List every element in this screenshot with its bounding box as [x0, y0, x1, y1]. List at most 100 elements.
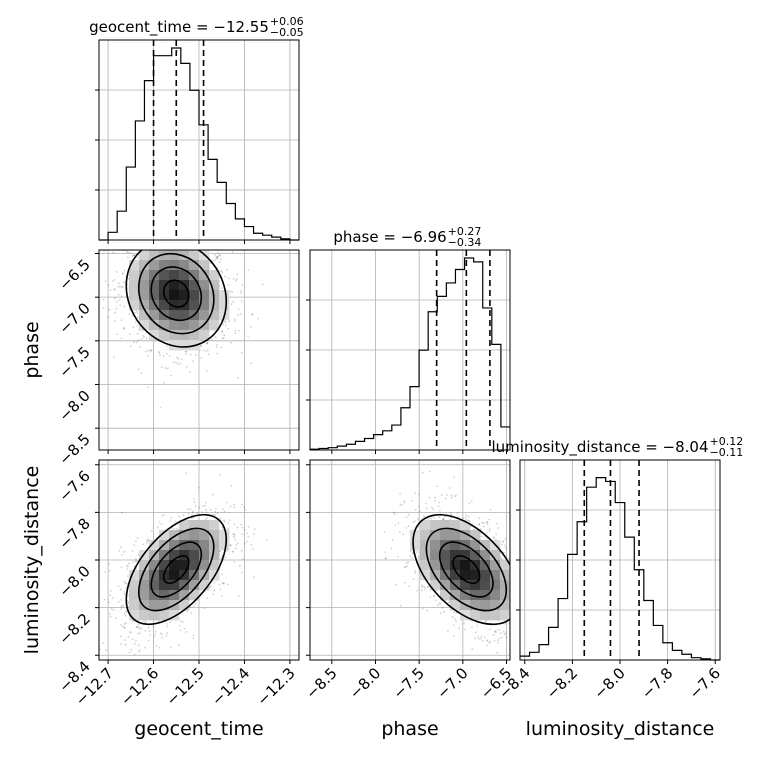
sample-point [120, 598, 123, 601]
density-cell [480, 600, 491, 611]
sample-point [149, 242, 151, 244]
density-cell [129, 270, 140, 281]
sample-point [156, 526, 159, 529]
histogram-luminosity_distance [520, 477, 720, 661]
sample-point [488, 527, 491, 530]
density-cell [199, 260, 210, 271]
density-cell [179, 590, 190, 601]
sample-point [542, 619, 544, 621]
sample-point [192, 634, 195, 637]
sample-point [157, 234, 159, 236]
density-cell [169, 580, 180, 591]
sample-point [132, 561, 135, 564]
sample-point [247, 269, 250, 272]
sample-point [441, 607, 444, 609]
sample-point [108, 613, 111, 615]
sample-point [516, 574, 518, 576]
sample-point [146, 355, 149, 357]
sample-point [233, 533, 236, 536]
contour-0.5-sigma [452, 555, 481, 585]
density-cell [410, 530, 421, 541]
sample-point [478, 523, 481, 526]
density-cell [480, 570, 491, 581]
density-cell [209, 550, 220, 561]
sample-point [398, 531, 401, 534]
sample-point [149, 633, 152, 636]
sample-point [164, 367, 167, 370]
sample-point [137, 623, 140, 626]
density-cell [490, 570, 501, 581]
panel-content [99, 460, 299, 660]
sample-point [515, 599, 517, 601]
sample-point [232, 300, 234, 303]
sample-point [145, 542, 148, 545]
density-cell [450, 560, 461, 571]
sample-point [131, 254, 134, 257]
density-cell [139, 610, 150, 621]
sample-point [223, 334, 226, 337]
sample-point [440, 494, 443, 497]
sample-point [233, 503, 236, 506]
density-cell [159, 270, 170, 281]
sample-point [240, 291, 243, 294]
sample-point [127, 251, 129, 254]
sample-point [521, 585, 523, 587]
sample-point [439, 602, 442, 605]
sample-point [124, 643, 127, 646]
sample-point [183, 627, 186, 630]
density-cell [420, 560, 431, 571]
sample-point [121, 273, 124, 275]
sample-point [256, 317, 259, 320]
sample-point [240, 351, 243, 354]
density-cell [169, 610, 180, 621]
sample-point [399, 503, 402, 506]
density-cell [179, 530, 190, 541]
density-shading [410, 520, 510, 621]
sample-point [149, 246, 151, 248]
sample-point [527, 631, 529, 633]
sample-point [104, 571, 107, 574]
sample-point [118, 298, 121, 301]
density-cell [470, 550, 481, 561]
sample-point [134, 560, 137, 563]
sample-point [202, 349, 205, 352]
density-cell [460, 590, 471, 601]
sample-point [247, 535, 250, 538]
sample-point [108, 563, 110, 565]
sample-point [206, 517, 209, 519]
sample-point [234, 547, 237, 550]
sample-point [532, 628, 534, 630]
density-cell [179, 250, 190, 261]
sample-point [403, 581, 406, 584]
density-cell [129, 260, 140, 271]
sample-point [236, 278, 238, 280]
sample-point [132, 221, 134, 223]
hist-grid-geocent_time [99, 40, 299, 240]
density-cell [139, 560, 150, 571]
density-cell [169, 570, 180, 581]
sample-point [392, 511, 395, 514]
sample-point [494, 629, 497, 632]
sample-point [108, 308, 111, 311]
density-cell [440, 560, 451, 571]
density-cell [169, 280, 180, 291]
sample-point [133, 544, 136, 546]
sample-point [175, 361, 177, 364]
sample-point [204, 501, 207, 504]
sample-point [108, 569, 111, 572]
sample-point [178, 515, 181, 518]
sample-point [129, 345, 132, 348]
sample-point [247, 525, 250, 528]
sample-point [526, 599, 528, 601]
density-cell [480, 610, 491, 621]
sample-point [408, 585, 411, 588]
x-tick-label-luminosity_distance: −7.8 [638, 664, 676, 702]
density-cell [129, 300, 140, 311]
sample-point [158, 351, 161, 354]
sample-point [161, 247, 163, 249]
sample-point [433, 517, 435, 519]
sample-point [243, 506, 245, 508]
sample-point [453, 476, 456, 479]
density-cell [490, 550, 501, 561]
sample-point [192, 516, 195, 519]
